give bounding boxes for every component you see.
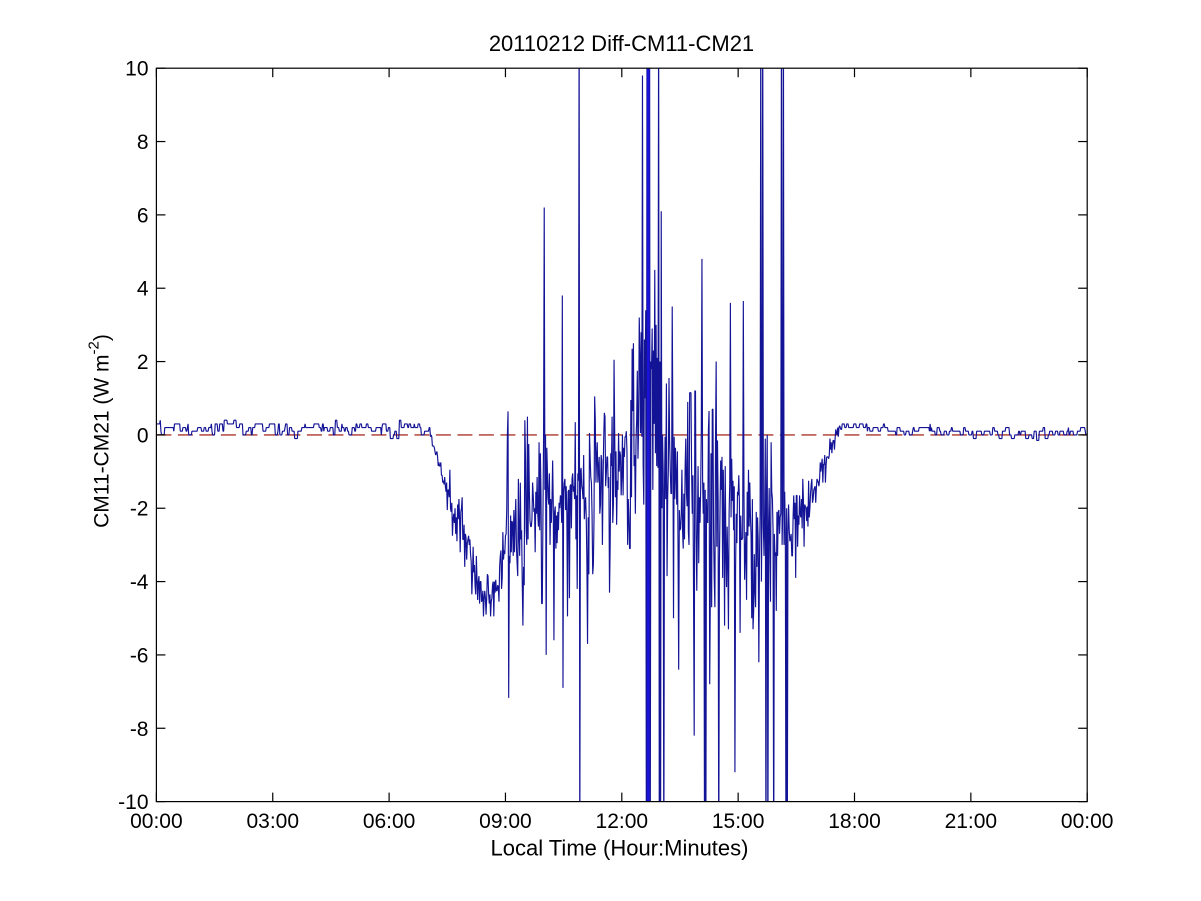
svg-text:-10: -10 bbox=[118, 791, 148, 814]
svg-text:10: 10 bbox=[125, 58, 148, 81]
svg-text:8: 8 bbox=[137, 131, 149, 154]
svg-text:18:00: 18:00 bbox=[828, 810, 881, 833]
svg-text:00:00: 00:00 bbox=[130, 810, 183, 833]
svg-text:00:00: 00:00 bbox=[1061, 810, 1114, 833]
svg-text:-2: -2 bbox=[130, 498, 149, 521]
svg-text:6: 6 bbox=[137, 204, 149, 227]
svg-text:-6: -6 bbox=[130, 644, 149, 667]
svg-text:CM11-CM21 (W m-2): CM11-CM21 (W m-2) bbox=[86, 334, 114, 528]
svg-text:03:00: 03:00 bbox=[246, 810, 299, 833]
svg-text:0: 0 bbox=[137, 424, 149, 447]
svg-text:06:00: 06:00 bbox=[363, 810, 416, 833]
svg-text:09:00: 09:00 bbox=[479, 810, 532, 833]
svg-text:21:00: 21:00 bbox=[945, 810, 998, 833]
svg-text:-4: -4 bbox=[130, 571, 149, 594]
svg-text:12:00: 12:00 bbox=[596, 810, 649, 833]
svg-text:4: 4 bbox=[137, 278, 149, 301]
svg-text:-8: -8 bbox=[130, 718, 149, 741]
svg-text:15:00: 15:00 bbox=[712, 810, 765, 833]
svg-text:20110212 Diff-CM11-CM21: 20110212 Diff-CM11-CM21 bbox=[489, 31, 754, 56]
svg-text:2: 2 bbox=[137, 351, 149, 374]
svg-text:Local Time (Hour:Minutes): Local Time (Hour:Minutes) bbox=[491, 836, 749, 861]
